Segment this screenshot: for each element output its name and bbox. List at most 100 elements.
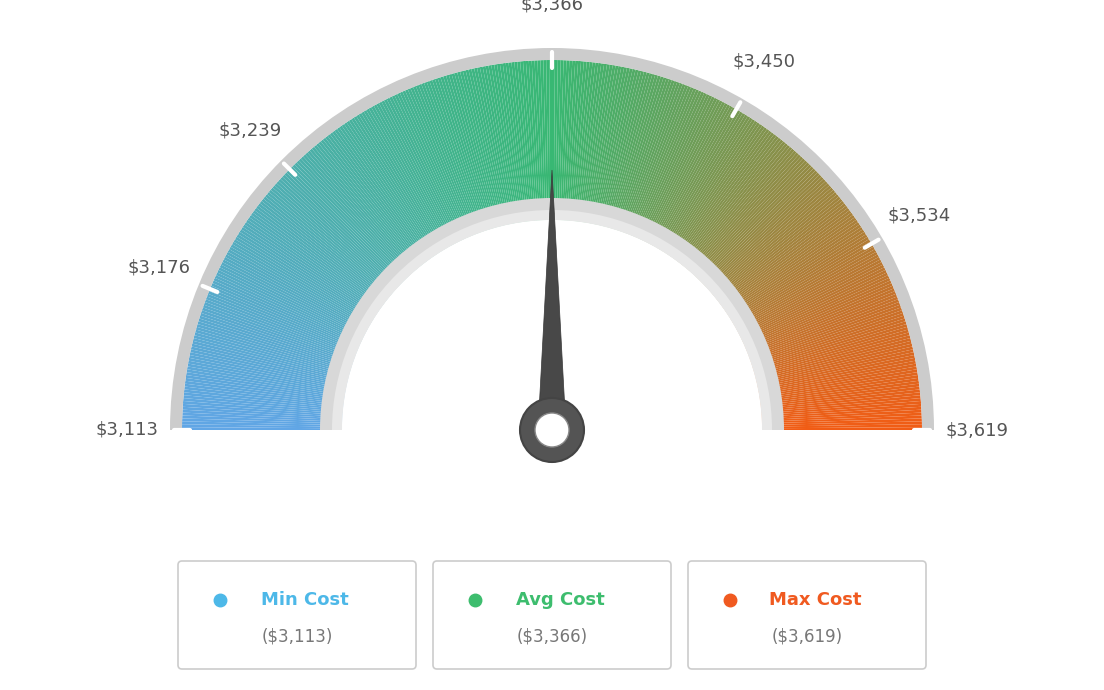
Wedge shape xyxy=(761,384,920,405)
Wedge shape xyxy=(731,237,869,322)
FancyBboxPatch shape xyxy=(433,561,671,669)
Wedge shape xyxy=(376,103,454,245)
Wedge shape xyxy=(187,369,344,397)
Wedge shape xyxy=(209,288,358,351)
Wedge shape xyxy=(725,222,860,313)
Wedge shape xyxy=(595,68,630,225)
Wedge shape xyxy=(732,239,870,323)
Wedge shape xyxy=(182,427,342,430)
Wedge shape xyxy=(184,386,343,407)
Wedge shape xyxy=(659,112,743,250)
Wedge shape xyxy=(353,116,440,253)
Wedge shape xyxy=(185,378,344,402)
Wedge shape xyxy=(743,275,889,344)
Wedge shape xyxy=(190,352,347,387)
Wedge shape xyxy=(762,398,921,413)
Wedge shape xyxy=(488,65,518,223)
Wedge shape xyxy=(314,145,418,269)
Wedge shape xyxy=(234,239,372,323)
Wedge shape xyxy=(231,244,371,326)
Wedge shape xyxy=(224,257,367,333)
Wedge shape xyxy=(580,63,604,222)
Wedge shape xyxy=(756,346,913,384)
Wedge shape xyxy=(405,89,470,237)
Wedge shape xyxy=(611,75,658,229)
Wedge shape xyxy=(575,62,595,221)
Wedge shape xyxy=(194,333,350,376)
Bar xyxy=(132,430,972,690)
Wedge shape xyxy=(452,73,497,228)
Wedge shape xyxy=(702,170,818,284)
Wedge shape xyxy=(232,241,371,324)
Wedge shape xyxy=(739,262,883,336)
Text: $3,619: $3,619 xyxy=(945,421,1008,439)
Wedge shape xyxy=(183,395,343,412)
Wedge shape xyxy=(736,255,879,332)
Wedge shape xyxy=(301,157,411,276)
Wedge shape xyxy=(246,219,380,312)
Wedge shape xyxy=(734,247,874,327)
Wedge shape xyxy=(534,60,544,220)
Wedge shape xyxy=(253,210,383,306)
Wedge shape xyxy=(724,219,858,312)
Wedge shape xyxy=(761,393,921,411)
Wedge shape xyxy=(394,94,464,240)
Wedge shape xyxy=(760,378,919,402)
Wedge shape xyxy=(617,78,669,230)
Wedge shape xyxy=(422,83,479,233)
Wedge shape xyxy=(570,61,587,221)
Wedge shape xyxy=(318,141,421,267)
Wedge shape xyxy=(762,413,922,422)
Wedge shape xyxy=(208,291,358,353)
Wedge shape xyxy=(665,117,753,254)
Wedge shape xyxy=(583,64,609,223)
Wedge shape xyxy=(342,220,762,430)
Wedge shape xyxy=(250,215,381,309)
Wedge shape xyxy=(316,143,420,268)
Wedge shape xyxy=(613,75,661,229)
Wedge shape xyxy=(593,67,627,224)
Wedge shape xyxy=(762,424,922,428)
Wedge shape xyxy=(728,227,863,316)
Wedge shape xyxy=(402,90,468,238)
Wedge shape xyxy=(195,327,350,373)
Wedge shape xyxy=(188,364,346,394)
Wedge shape xyxy=(290,166,405,282)
Wedge shape xyxy=(693,157,803,276)
Wedge shape xyxy=(654,106,733,247)
Wedge shape xyxy=(200,313,353,365)
Wedge shape xyxy=(726,224,861,315)
Wedge shape xyxy=(184,384,343,405)
Wedge shape xyxy=(597,69,636,226)
Wedge shape xyxy=(502,63,526,222)
Wedge shape xyxy=(183,401,342,415)
Wedge shape xyxy=(647,100,722,244)
Wedge shape xyxy=(708,181,828,290)
Wedge shape xyxy=(295,162,407,279)
Wedge shape xyxy=(305,152,413,273)
Wedge shape xyxy=(604,72,647,227)
Wedge shape xyxy=(211,283,359,348)
Wedge shape xyxy=(309,148,415,271)
Wedge shape xyxy=(678,134,776,263)
Wedge shape xyxy=(762,415,922,424)
Wedge shape xyxy=(566,61,581,221)
Wedge shape xyxy=(189,358,346,391)
Wedge shape xyxy=(620,80,675,232)
Wedge shape xyxy=(337,127,432,259)
Wedge shape xyxy=(697,162,809,279)
Wedge shape xyxy=(268,190,392,295)
Wedge shape xyxy=(640,94,710,240)
Wedge shape xyxy=(230,247,370,327)
Wedge shape xyxy=(718,204,846,303)
Wedge shape xyxy=(716,201,845,302)
Wedge shape xyxy=(276,181,396,290)
Wedge shape xyxy=(307,150,414,273)
Wedge shape xyxy=(757,349,914,386)
Wedge shape xyxy=(500,63,524,222)
Wedge shape xyxy=(586,65,616,223)
Wedge shape xyxy=(754,327,909,373)
Wedge shape xyxy=(698,164,811,280)
Wedge shape xyxy=(560,60,570,220)
Wedge shape xyxy=(198,322,351,370)
